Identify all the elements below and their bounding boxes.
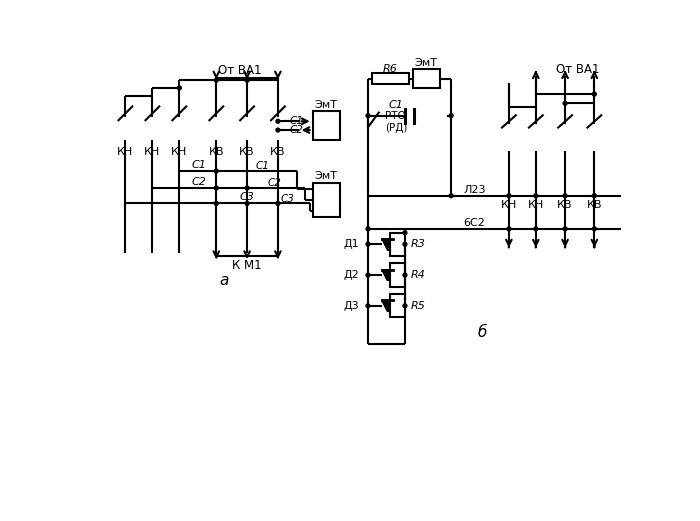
Circle shape: [449, 114, 453, 118]
Bar: [389, 294, 405, 317]
Circle shape: [276, 202, 280, 205]
Circle shape: [403, 231, 407, 234]
Circle shape: [245, 202, 249, 205]
Circle shape: [366, 227, 370, 231]
Circle shape: [564, 194, 567, 197]
Circle shape: [245, 78, 249, 82]
Polygon shape: [382, 239, 393, 250]
Circle shape: [366, 273, 370, 277]
Circle shape: [449, 194, 453, 197]
Polygon shape: [382, 270, 393, 280]
Text: Д1: Д1: [343, 239, 358, 249]
Circle shape: [592, 194, 596, 197]
Text: а: а: [219, 273, 229, 288]
Text: С3: С3: [239, 192, 255, 202]
Circle shape: [177, 86, 181, 90]
Circle shape: [214, 78, 218, 82]
Circle shape: [214, 169, 218, 173]
Text: Л23: Л23: [463, 185, 486, 195]
Text: К М1: К М1: [232, 258, 262, 271]
Text: От ВА1: От ВА1: [218, 65, 261, 78]
Circle shape: [507, 194, 511, 197]
Circle shape: [276, 119, 280, 123]
Text: б: б: [477, 325, 486, 340]
Text: КН: КН: [144, 147, 160, 157]
Circle shape: [403, 242, 407, 246]
Circle shape: [564, 227, 567, 231]
Text: КН: КН: [118, 147, 134, 157]
Text: R6: R6: [383, 64, 398, 73]
Circle shape: [214, 202, 218, 205]
Text: КВ: КВ: [587, 200, 602, 210]
Text: С1: С1: [289, 116, 303, 126]
Text: С1: С1: [256, 162, 270, 171]
Text: С3: С3: [281, 194, 295, 204]
Text: С1: С1: [389, 100, 403, 110]
Text: РТО
(РД): РТО (РД): [385, 111, 407, 133]
Bar: [372, 73, 409, 84]
Bar: [413, 69, 440, 88]
Text: КН: КН: [528, 200, 544, 210]
Text: Д3: Д3: [343, 301, 358, 311]
Circle shape: [592, 227, 596, 231]
Text: R4: R4: [411, 270, 426, 280]
Circle shape: [366, 242, 370, 246]
Circle shape: [403, 304, 407, 308]
Circle shape: [366, 304, 370, 308]
Text: КН: КН: [500, 200, 517, 210]
Text: С2: С2: [289, 125, 303, 135]
Text: КН: КН: [172, 147, 188, 157]
Text: От ВА1: От ВА1: [556, 63, 600, 76]
Circle shape: [366, 114, 370, 118]
Text: ЭмТ: ЭмТ: [314, 100, 337, 110]
Circle shape: [276, 128, 280, 132]
Circle shape: [403, 273, 407, 277]
Circle shape: [245, 186, 249, 190]
Circle shape: [592, 92, 596, 96]
Text: КВ: КВ: [239, 147, 255, 157]
Bar: [389, 233, 405, 256]
Text: Д2: Д2: [343, 270, 358, 280]
Text: 6С2: 6С2: [463, 218, 485, 228]
Text: R5: R5: [411, 301, 426, 311]
Text: С2: С2: [192, 177, 206, 187]
Text: С1: С1: [192, 160, 206, 170]
Text: ЭмТ: ЭмТ: [314, 171, 337, 181]
Text: КВ: КВ: [270, 147, 286, 157]
Circle shape: [564, 102, 567, 105]
Polygon shape: [382, 301, 393, 311]
Circle shape: [214, 186, 218, 190]
Circle shape: [507, 227, 511, 231]
Bar: [312, 111, 340, 140]
Text: КВ: КВ: [557, 200, 573, 210]
Circle shape: [534, 227, 538, 231]
Text: КВ: КВ: [209, 147, 224, 157]
Text: С2: С2: [267, 178, 281, 189]
Bar: [312, 183, 340, 217]
Text: R3: R3: [411, 239, 426, 249]
Bar: [389, 264, 405, 287]
Circle shape: [534, 194, 538, 197]
Text: ЭмТ: ЭмТ: [414, 58, 438, 68]
